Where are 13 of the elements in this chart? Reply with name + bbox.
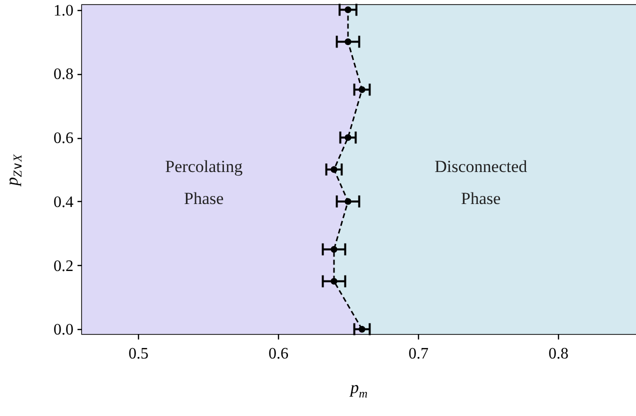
y-tick-label: 0.0 [54, 322, 74, 339]
y-tick-label: 0.4 [54, 194, 74, 211]
x-tick-label: 0.5 [128, 346, 148, 362]
x-tick-label: 0.6 [268, 346, 288, 362]
y-tick-label: 0.2 [54, 258, 74, 275]
x-tick-label: 0.7 [408, 346, 428, 362]
annotation: Percolating Phase [165, 156, 243, 210]
y-tick-label: 0.6 [54, 130, 74, 148]
y-tick-label: 0.8 [54, 66, 74, 84]
x-tick-label: 0.8 [548, 346, 568, 362]
y-tick-label: 1.0 [54, 2, 74, 20]
x-axis-title: p$_{m}$ [348, 378, 369, 402]
annotation: Disconnected Phase [434, 156, 528, 210]
